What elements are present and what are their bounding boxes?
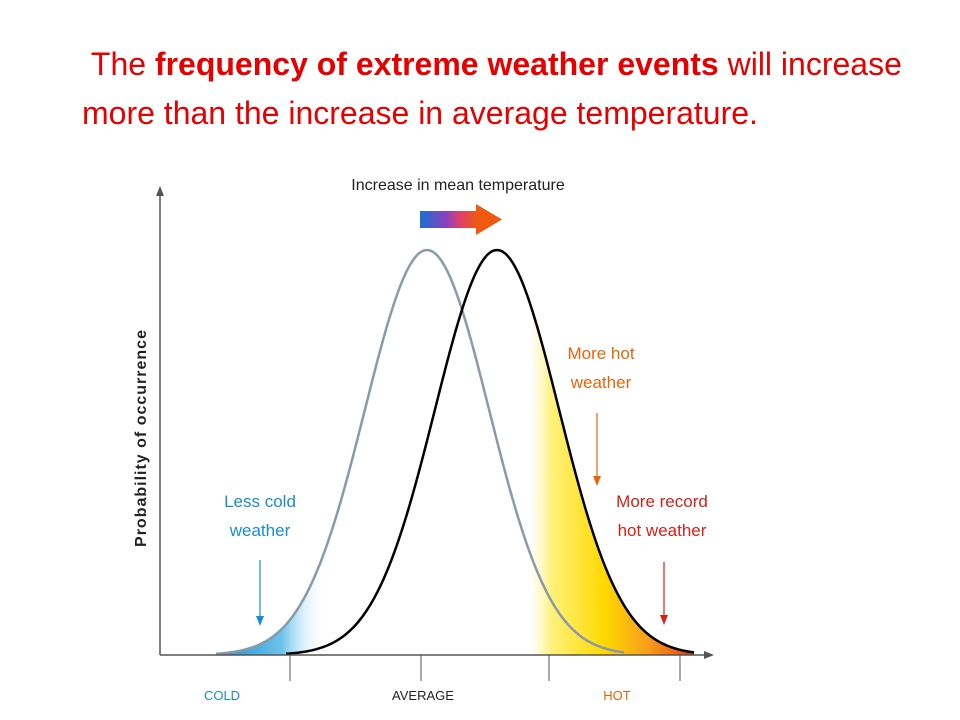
mean-shift-arrow (420, 204, 502, 235)
old-distribution-curve (215, 248, 625, 656)
new-distribution-curve (285, 248, 695, 656)
more-record-label-line1: More record (616, 492, 708, 511)
more-hot-label-line1: More hot (567, 344, 634, 363)
mean-shift-label: Increase in mean temperature (351, 177, 565, 194)
y-axis (156, 186, 164, 655)
slide-title-bold: frequency of extreme weather events (154, 46, 719, 82)
x-axis (160, 651, 714, 681)
x-label-average: AVERAGE (392, 688, 454, 703)
slide-title: The frequency of extreme weather events … (82, 40, 922, 138)
y-axis-label: Probability of occurrence (133, 329, 150, 547)
more-hot-label-line2: weather (570, 373, 632, 392)
less-cold-pointer (256, 560, 264, 626)
more-hot-pointer (593, 413, 601, 486)
slide-title-part2: will increase more than the increase in … (82, 46, 902, 131)
x-label-hot: HOT (603, 688, 631, 703)
hot-tail-fill (532, 309, 694, 655)
more-record-pointer (660, 562, 668, 625)
less-cold-label-line2: weather (229, 521, 291, 540)
x-label-cold: COLD (204, 688, 240, 703)
more-record-label-line2: hot weather (618, 521, 707, 540)
cold-tail-fill (216, 547, 326, 655)
less-cold-label-line1: Less cold (224, 492, 296, 511)
slide-title-part1: The (90, 46, 155, 82)
